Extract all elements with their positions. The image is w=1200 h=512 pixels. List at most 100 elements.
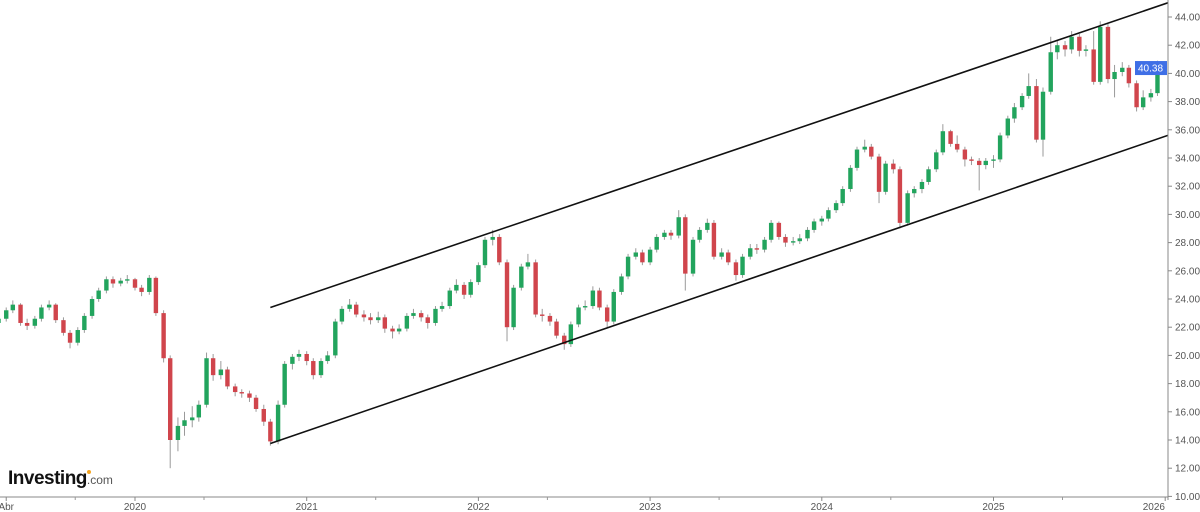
candle bbox=[125, 275, 130, 284]
candle bbox=[225, 366, 230, 390]
candle-body bbox=[461, 284, 467, 295]
candle-body bbox=[919, 181, 925, 190]
last-price-text: 40.38 bbox=[1138, 64, 1163, 75]
candle bbox=[662, 229, 667, 240]
candle bbox=[0, 318, 1, 323]
candle bbox=[339, 306, 345, 325]
candle bbox=[296, 349, 302, 362]
candle-body bbox=[67, 332, 73, 343]
candle bbox=[18, 303, 23, 326]
candle bbox=[590, 286, 596, 309]
logo-accent-dot bbox=[87, 470, 91, 474]
candle bbox=[969, 156, 974, 166]
candle bbox=[547, 313, 553, 326]
candle-body bbox=[754, 248, 760, 250]
candle-body bbox=[46, 304, 52, 308]
candle bbox=[1034, 79, 1039, 143]
candle-body bbox=[139, 287, 144, 292]
candle-body bbox=[619, 276, 624, 292]
candle bbox=[940, 124, 946, 156]
candle-body bbox=[153, 277, 159, 314]
candle-body bbox=[439, 306, 445, 309]
candle-body bbox=[790, 241, 796, 243]
candle bbox=[318, 358, 324, 378]
y-tick-label: 14.00 bbox=[1175, 436, 1200, 447]
candle-body bbox=[1012, 107, 1017, 119]
candle-body bbox=[840, 189, 845, 204]
candle-body bbox=[948, 131, 953, 144]
candle-body bbox=[1034, 86, 1039, 140]
candle-body bbox=[1048, 52, 1053, 92]
candle bbox=[396, 324, 402, 335]
candle-body bbox=[476, 265, 481, 283]
candle bbox=[75, 327, 80, 346]
candle-body bbox=[104, 279, 109, 291]
candle-body bbox=[175, 425, 181, 440]
candle-body bbox=[382, 317, 388, 329]
y-tick-label: 34.00 bbox=[1175, 154, 1200, 165]
candle bbox=[1055, 39, 1060, 60]
y-tick-label: 24.00 bbox=[1175, 295, 1200, 306]
candle-body bbox=[633, 252, 638, 257]
candle-body bbox=[161, 313, 166, 359]
x-axis: Abr 2020 2021 2022 2023 2024 2025 2026 bbox=[0, 497, 1166, 512]
candle-body bbox=[0, 318, 1, 323]
candle-body bbox=[934, 152, 939, 170]
candle bbox=[304, 351, 309, 366]
candle bbox=[768, 220, 774, 243]
candle bbox=[533, 259, 538, 318]
candle bbox=[554, 318, 559, 339]
candle bbox=[139, 284, 144, 297]
candle-body bbox=[1105, 26, 1111, 80]
x-tick-label: 2022 bbox=[467, 502, 490, 512]
candle bbox=[82, 313, 87, 333]
candle-body bbox=[597, 290, 602, 308]
candle-body bbox=[490, 236, 495, 240]
candle-body bbox=[482, 239, 488, 266]
candle bbox=[196, 400, 202, 422]
candle bbox=[748, 244, 753, 260]
x-tick-label: 2023 bbox=[639, 502, 662, 512]
candle bbox=[740, 253, 745, 278]
upper-channel-trendline bbox=[270, 1, 1168, 309]
candle bbox=[797, 234, 802, 245]
candle-body bbox=[368, 317, 373, 321]
candle bbox=[282, 361, 287, 408]
candle bbox=[883, 160, 888, 195]
candle bbox=[597, 287, 602, 311]
candle bbox=[433, 306, 438, 326]
candle-body bbox=[24, 322, 30, 326]
candle bbox=[376, 311, 381, 323]
last-price-box bbox=[1135, 61, 1167, 76]
candle bbox=[333, 318, 338, 359]
candle-body bbox=[1120, 67, 1125, 72]
candle bbox=[368, 313, 373, 325]
candle-body bbox=[897, 169, 903, 223]
candle bbox=[1077, 33, 1082, 57]
candle bbox=[168, 355, 173, 469]
candle-body bbox=[1083, 49, 1089, 51]
candle-body bbox=[519, 266, 524, 288]
candle-body bbox=[912, 189, 917, 194]
candle bbox=[110, 276, 116, 288]
candle bbox=[1105, 24, 1111, 84]
candle bbox=[997, 132, 1003, 163]
candle-body bbox=[668, 232, 674, 236]
candle-body bbox=[10, 304, 16, 311]
candle bbox=[10, 300, 16, 314]
candle bbox=[32, 315, 38, 329]
candle-body bbox=[225, 369, 230, 387]
y-axis: 10.00 12.00 14.00 16.00 18.00 20.00 22.00 24.00… bbox=[1168, 13, 1200, 503]
candle-body bbox=[568, 324, 574, 345]
candle-body bbox=[325, 355, 330, 362]
logo-suffix: .com bbox=[86, 473, 113, 487]
candle bbox=[654, 234, 659, 253]
candle bbox=[53, 303, 58, 323]
y-tick-label: 36.00 bbox=[1175, 125, 1200, 136]
trendlines-layer bbox=[270, 1, 1168, 445]
candle-body bbox=[239, 392, 244, 394]
candle bbox=[425, 314, 430, 329]
candle bbox=[232, 383, 238, 397]
candle-body bbox=[454, 284, 459, 291]
candle-body bbox=[333, 321, 338, 356]
